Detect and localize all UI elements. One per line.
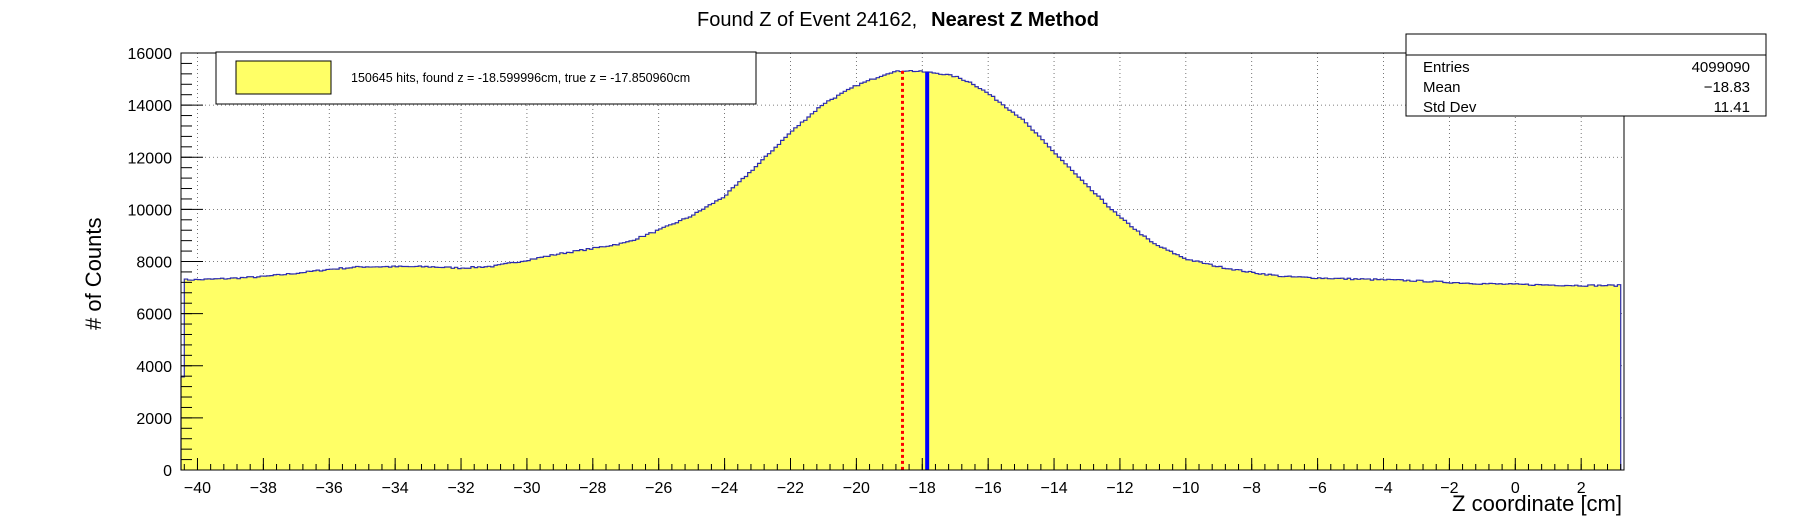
stats-entries-label: Entries <box>1423 59 1470 76</box>
y-axis-title: # of Counts <box>81 217 106 330</box>
x-axis-ticks: −40 −38 −36 −34 −32 −30 −28 −26 −24 −22 −20 −18 −16−… <box>183 458 1622 497</box>
y-tick-label: 14000 <box>128 98 173 115</box>
x-tick-label: −38 <box>250 480 277 497</box>
histogram-fill <box>181 70 1621 471</box>
x-tick-label: −32 <box>447 480 474 497</box>
x-tick-label: −30 <box>513 480 540 497</box>
stats-box: Entries 4099090 Mean −18.83 Std Dev 11.4… <box>1405 33 1767 117</box>
legend-swatch <box>235 60 332 95</box>
x-tick-label: −8 <box>1243 480 1261 497</box>
x-tick-label: −16 <box>975 480 1002 497</box>
y-tick-label: 12000 <box>128 150 173 167</box>
x-tick-label: −24 <box>711 480 738 497</box>
x-tick-label: −34 <box>382 480 409 497</box>
x-tick-label: −22 <box>777 480 804 497</box>
y-tick-label: 0 <box>163 463 172 480</box>
x-tick-label: −6 <box>1308 480 1326 497</box>
x-tick-label: −4 <box>1374 480 1392 497</box>
y-tick-label: 10000 <box>128 202 173 219</box>
x-tick-label: −18 <box>909 480 936 497</box>
y-tick-label: 8000 <box>136 255 172 272</box>
y-tick-label: 6000 <box>136 307 172 324</box>
x-tick-label: −10 <box>1172 480 1199 497</box>
stats-stddev-label: Std Dev <box>1423 99 1477 116</box>
y-axis-ticks: 0 2000 4000 6000 8000 10000 12000 14000 16000 <box>128 46 203 480</box>
x-tick-label: −28 <box>579 480 606 497</box>
stats-mean-value: −18.83 <box>1704 79 1750 96</box>
x-tick-label: −12 <box>1106 480 1133 497</box>
stats-entries-value: 4099090 <box>1692 59 1750 76</box>
chart-title-bold: Nearest Z Method <box>931 9 1099 31</box>
x-tick-label: 2 <box>1577 480 1586 497</box>
x-axis-title: Z coordinate [cm] <box>1452 491 1622 516</box>
y-tick-label: 4000 <box>136 359 172 376</box>
stats-stddev-value: 11.41 <box>1714 99 1750 116</box>
x-tick-label: −26 <box>645 480 672 497</box>
x-tick-label: −40 <box>184 480 211 497</box>
x-tick-label: 0 <box>1511 480 1520 497</box>
legend-box: 150645 hits, found z = -18.599996cm, tru… <box>215 51 757 105</box>
chart-title-regular: Found Z of Event 24162, <box>697 9 917 31</box>
x-tick-label: −14 <box>1040 480 1067 497</box>
legend-label: 150645 hits, found z = -18.599996cm, tru… <box>351 71 690 85</box>
y-tick-label: 2000 <box>136 411 172 428</box>
y-tick-label: 16000 <box>128 46 173 63</box>
x-tick-label: −20 <box>843 480 870 497</box>
stats-mean-label: Mean <box>1423 79 1461 96</box>
x-tick-label: −36 <box>316 480 343 497</box>
x-tick-label: −2 <box>1440 480 1458 497</box>
